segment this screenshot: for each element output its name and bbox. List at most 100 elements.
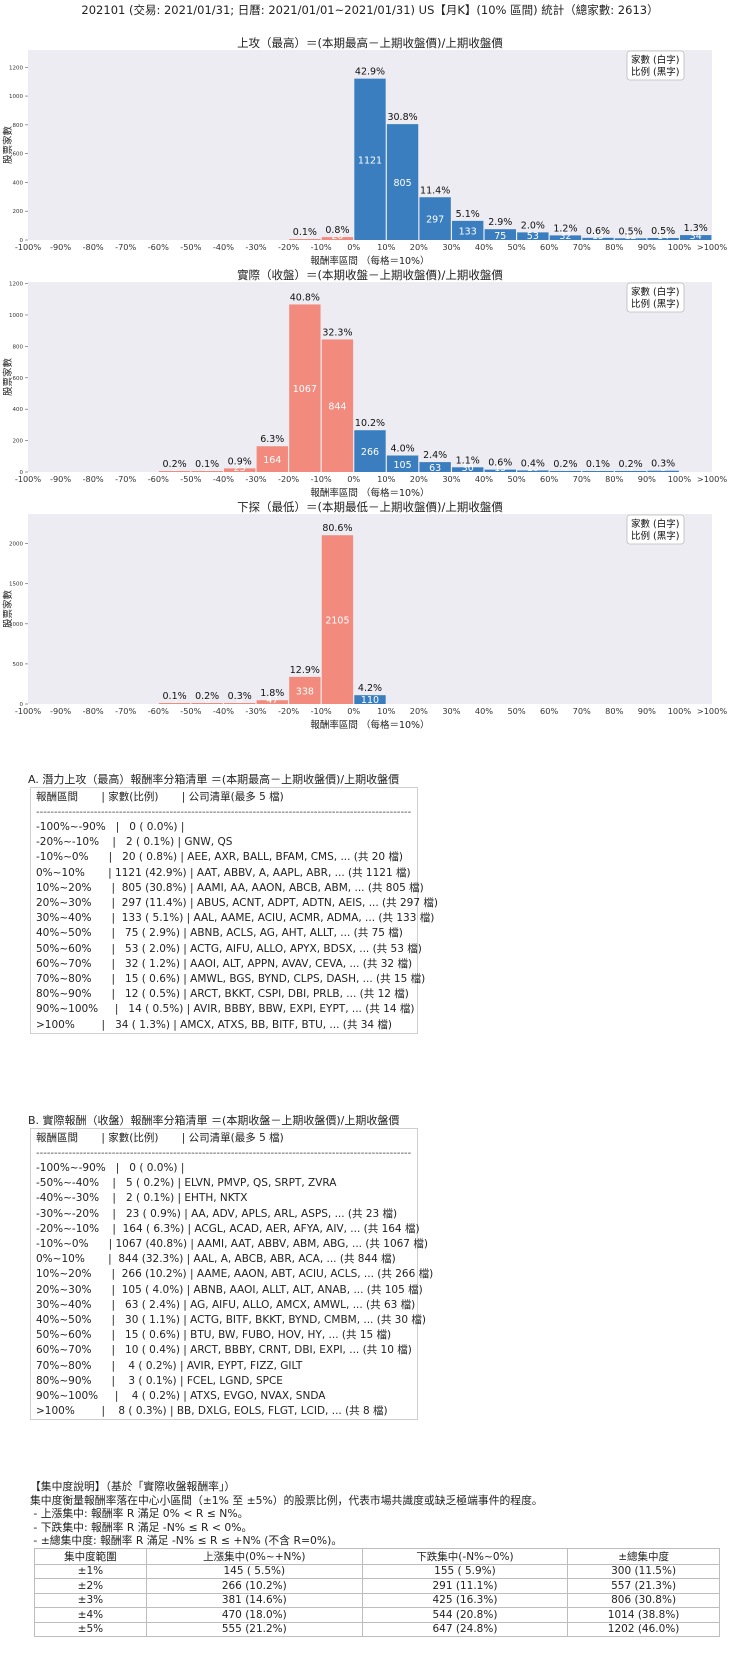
- section-b-row: 0%~10% | 844 (32.3%) | AAL, A, ABCB, ABR…: [36, 1253, 396, 1266]
- x-tick-label: 10%: [377, 242, 395, 252]
- x-tick-label: -100%: [15, 474, 42, 484]
- x-tick-label: -20%: [278, 706, 299, 716]
- bar-count-label: 75: [494, 231, 506, 242]
- y-tick-label: 1000: [9, 622, 23, 628]
- x-tick-label: 100%: [668, 242, 692, 252]
- bar: [549, 235, 582, 240]
- table-cell: 145 ( 5.5%): [145, 1563, 363, 1579]
- bar: [614, 471, 647, 472]
- bar-count-label: 63: [429, 463, 441, 474]
- x-tick-label: -40%: [213, 242, 234, 252]
- x-tick-label: 80%: [605, 474, 623, 484]
- bar-percent-label: 10.2%: [355, 418, 385, 429]
- table-row: ±4% 470 (18.0%) 544 (20.8%) 1014 (38.8%): [34, 1607, 720, 1623]
- bar: [484, 229, 516, 240]
- concentration-notes: 【集中度說明】（基於「實際收盤報酬率」） 集中度衡量報酬率落在中心小區間（±1% …: [30, 1480, 720, 1548]
- x-tick-label: 0%: [347, 474, 360, 484]
- bar-count-label: 105: [394, 460, 412, 471]
- table-cell: 1014 (38.8%): [567, 1607, 720, 1623]
- x-axis-label: 報酬率區間 （每格＝10%）: [310, 255, 429, 267]
- section-a-row: 0%~10% | 1121 (42.9%) | AAT, ABBV, A, AA…: [36, 866, 411, 879]
- legend-text: 比例 (黑字): [631, 298, 679, 310]
- y-tick-label: 2000: [9, 542, 23, 548]
- table-cell: 291 (11.1%): [361, 1578, 569, 1594]
- bar: [386, 455, 419, 472]
- table-header-cell: 下跌集中(-N%~0%): [361, 1547, 569, 1565]
- bar: [452, 467, 484, 472]
- table-cell: ±2%: [34, 1578, 147, 1594]
- table-cell: 470 (18.0%): [145, 1607, 363, 1623]
- bar-count-label: 47: [266, 695, 278, 706]
- bar-percent-label: 0.8%: [325, 225, 349, 236]
- bar-percent-label: 0.6%: [488, 458, 512, 469]
- bar: [386, 124, 419, 240]
- bar: [354, 78, 386, 240]
- bar-count-label: 10: [527, 463, 539, 474]
- x-tick-label: -90%: [50, 242, 71, 252]
- x-tick-label: 40%: [475, 474, 493, 484]
- x-tick-label: 70%: [573, 706, 591, 716]
- section-b-row: 40%~50% | 30 ( 1.1%) | ACTG, BITF, BKKT,…: [36, 1314, 426, 1327]
- table-cell: 557 (21.3%): [567, 1578, 720, 1594]
- concentration-note: 【集中度說明】（基於「實際收盤報酬率」）: [30, 1480, 236, 1493]
- bar: [647, 237, 679, 240]
- table-row: ±2% 266 (10.2%) 291 (11.1%) 557 (21.3%): [34, 1578, 720, 1594]
- bar: [256, 446, 288, 472]
- y-axis-label: 股票家數: [2, 358, 14, 397]
- table-cell: 806 (30.8%): [567, 1592, 720, 1608]
- table-cell: ±4%: [34, 1607, 147, 1623]
- x-tick-label: 20%: [410, 242, 428, 252]
- bar-percent-label: 4.0%: [391, 444, 415, 455]
- bar: [158, 471, 191, 472]
- x-tick-label: 30%: [442, 706, 460, 716]
- bar: [354, 695, 386, 704]
- x-axis-label: 報酬率區間 （每格＝10%）: [310, 487, 429, 499]
- y-tick-label: 1500: [9, 582, 23, 588]
- concentration-table: 集中度範圍 上漲集中(0%~+N%) 下跌集中(-N%~0%) ±總集中度 ±1% 14…: [34, 1547, 720, 1638]
- legend-text: 家數 (白字): [631, 54, 679, 66]
- bar-count-label: 14: [657, 231, 669, 242]
- bar-percent-label: 0.1%: [163, 691, 187, 702]
- chart-upside: 上攻（最高）＝(本期最高－上期收盤價)/上期收盤價 股票家數 0 200 400 600 8…: [0, 36, 740, 268]
- section-a-row: 70%~80% | 15 ( 0.6%) | AMWL, BGS, BYND, …: [36, 973, 426, 986]
- section-b-row: 50%~60% | 15 ( 0.6%) | BTU, BW, FUBO, HO…: [36, 1329, 392, 1342]
- section-a-row: 80%~90% | 12 ( 0.5%) | ARCT, BKKT, CSPI,…: [36, 988, 409, 1001]
- section-b-row: 70%~80% | 4 ( 0.2%) | AVIR, EYPT, FIZZ, …: [36, 1359, 303, 1372]
- bar: [256, 700, 288, 704]
- y-tick-label: 0: [20, 702, 24, 708]
- legend-text: 比例 (黑字): [631, 530, 679, 542]
- bar-percent-label: 0.3%: [651, 459, 675, 470]
- table-cell: ±5%: [34, 1621, 147, 1637]
- page-title: 202101 (交易: 2021/01/31; 日曆: 2021/01/01~2…: [81, 3, 659, 17]
- bar-percent-label: 0.2%: [195, 691, 219, 702]
- x-tick-label: -90%: [50, 706, 71, 716]
- x-tick-label: 60%: [540, 474, 558, 484]
- x-tick-label: 100%: [668, 474, 692, 484]
- x-tick-label: 10%: [377, 706, 395, 716]
- legend-box: [626, 514, 685, 545]
- x-tick-label: 30%: [442, 242, 460, 252]
- section-b-row: -10%~0% | 1067 (40.8%) | AAMI, AAT, ABBV…: [36, 1238, 428, 1251]
- bar-count-label: 266: [361, 447, 379, 458]
- y-tick-label: 0: [20, 470, 24, 476]
- bar: [321, 339, 354, 472]
- x-tick-label: 60%: [540, 706, 558, 716]
- section-b-row: 30%~40% | 63 ( 2.4%) | AG, AIFU, ALLO, A…: [36, 1298, 416, 1311]
- table-row: ±3% 381 (14.6%) 425 (16.3%) 806 (30.8%): [34, 1592, 720, 1608]
- bar-count-label: 4: [628, 463, 634, 474]
- x-tick-label: -50%: [180, 242, 201, 252]
- x-tick-label: 50%: [507, 706, 525, 716]
- bar-percent-label: 0.4%: [521, 458, 545, 469]
- table-row: ±5% 555 (21.2%) 647 (24.8%) 1202 (46.0%): [34, 1621, 720, 1637]
- bar: [452, 220, 484, 240]
- table-header-cell: 集中度範圍: [34, 1547, 147, 1565]
- bar-count-label: 8: [660, 463, 666, 474]
- concentration-note: - ±總集中度: 報酬率 R 滿足 -N% ≤ R ≤ +N% (不含 R=0%…: [30, 1534, 343, 1547]
- bar-percent-label: 0.9%: [228, 456, 252, 467]
- section-a-row: 30%~40% | 133 ( 5.1%) | AAL, AAME, ACIU,…: [36, 912, 435, 925]
- bar-count-label: 15: [592, 231, 604, 242]
- y-tick-label: 1200: [9, 65, 23, 71]
- x-tick-label: 90%: [638, 242, 656, 252]
- bar-count-label: 34: [690, 231, 702, 242]
